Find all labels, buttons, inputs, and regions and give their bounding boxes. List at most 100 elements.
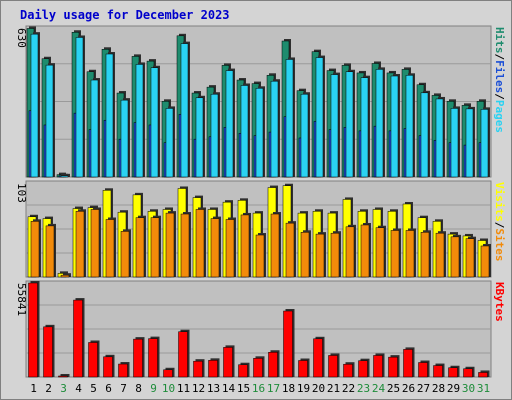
hits-bar-17-face <box>270 80 279 178</box>
hits-bar-29 <box>450 106 460 178</box>
day-label-19: 19 <box>297 382 310 395</box>
day-label-30: 30 <box>462 382 475 395</box>
day-label-15: 15 <box>237 382 250 395</box>
kbytes-bar-7-face <box>118 363 128 378</box>
panel-0-max-label: 630 <box>15 28 28 48</box>
kbytes-bar-26 <box>403 347 415 378</box>
day-label-8: 8 <box>135 382 142 395</box>
kbytes-bar-20 <box>313 336 325 378</box>
hits-bar-14 <box>225 68 235 178</box>
hits-bar-15-face <box>240 85 249 178</box>
day-label-20: 20 <box>312 382 325 395</box>
sites-bar-23-face <box>360 224 370 278</box>
sites-bar-6-face <box>105 219 115 278</box>
hits-bar-18-face <box>285 59 294 178</box>
sites-bar-14-face <box>225 219 235 278</box>
sites-bar-6 <box>105 217 116 278</box>
hits-bar-17 <box>270 79 280 178</box>
sites-bar-21-face <box>330 232 340 278</box>
kbytes-bar-14-face <box>223 347 233 378</box>
hits-bar-21 <box>330 72 340 178</box>
day-label-3: 3 <box>60 382 67 395</box>
day-label-21: 21 <box>327 382 340 395</box>
hits-bar-4-face <box>75 37 84 178</box>
day-label-25: 25 <box>387 382 400 395</box>
day-label-5: 5 <box>90 382 97 395</box>
day-label-18: 18 <box>282 382 295 395</box>
kbytes-bar-5-face <box>88 342 98 378</box>
kbytes-bar-4 <box>73 298 85 378</box>
kbytes-bar-7 <box>118 362 130 378</box>
hits-bar-14-face <box>225 70 234 178</box>
hits-bar-31 <box>480 107 490 178</box>
legend-separator: / <box>493 54 506 61</box>
kbytes-bar-19-face <box>298 360 308 378</box>
hits-bar-20-face <box>315 57 324 178</box>
day-label-12: 12 <box>192 382 205 395</box>
sites-bar-23 <box>360 222 371 278</box>
sites-bar-1-face <box>30 221 40 278</box>
day-label-1: 1 <box>30 382 37 395</box>
day-label-2: 2 <box>45 382 52 395</box>
legend-visits: Visits <box>493 182 506 222</box>
sites-bar-30 <box>465 236 476 278</box>
sites-bar-20-face <box>315 233 325 278</box>
sites-bar-15 <box>240 212 251 278</box>
middle-legend: Visits/Sites <box>493 182 506 262</box>
hits-bar-24-face <box>375 69 384 178</box>
hits-bar-26-face <box>405 75 414 178</box>
sites-bar-9-face <box>150 217 160 278</box>
sites-bar-29-face <box>450 236 460 278</box>
sites-bar-13 <box>210 216 221 278</box>
sites-bar-31 <box>480 243 491 278</box>
sites-bar-2-face <box>45 225 55 278</box>
legend-kbytes: KBytes <box>493 282 506 322</box>
kbytes-bar-16-face <box>253 358 263 378</box>
kbytes-bar-28-face <box>433 365 443 378</box>
sites-bar-26-face <box>405 230 415 278</box>
kbytes-bar-31 <box>478 370 490 378</box>
kbytes-bar-27 <box>418 360 430 378</box>
hits-bar-28 <box>435 96 445 178</box>
hits-bar-16 <box>255 86 265 178</box>
kbytes-bar-11-face <box>178 331 188 378</box>
day-label-11: 11 <box>177 382 190 395</box>
kbytes-bar-23 <box>358 358 370 378</box>
hits-bar-22-face <box>345 71 354 178</box>
sites-bar-19-face <box>300 232 310 278</box>
hits-bar-25 <box>390 74 400 178</box>
kbytes-bar-9 <box>148 336 160 378</box>
day-label-16: 16 <box>252 382 265 395</box>
day-label-6: 6 <box>105 382 112 395</box>
kbytes-bar-22-face <box>343 363 353 378</box>
kbytes-bar-21-face <box>328 355 338 378</box>
kbytes-bar-29 <box>448 365 460 378</box>
kbytes-bar-3-shadow <box>60 373 70 377</box>
sites-bar-13-face <box>210 218 220 278</box>
hits-bar-12 <box>195 95 205 178</box>
sites-bar-11-face <box>180 213 190 278</box>
sites-bar-5 <box>90 207 101 278</box>
hits-bar-23-face <box>360 77 369 178</box>
kbytes-bar-9-face <box>148 338 158 378</box>
hits-bar-20 <box>315 55 325 178</box>
sites-bar-24-face <box>375 227 385 278</box>
kbytes-bar-15 <box>238 362 250 378</box>
kbytes-bar-8 <box>133 337 145 378</box>
kbytes-bar-14 <box>223 345 235 378</box>
kbytes-bar-12-face <box>193 360 203 378</box>
kbytes-bar-17 <box>268 350 280 378</box>
sites-bar-22-face <box>345 226 355 278</box>
sites-bar-17-face <box>270 213 280 278</box>
hits-bar-1 <box>30 32 40 178</box>
hits-bar-16-face <box>255 88 264 178</box>
day-label-10: 10 <box>162 382 175 395</box>
sites-bar-25-face <box>390 230 400 278</box>
hits-bar-4 <box>75 35 85 178</box>
kbytes-bar-13-face <box>208 360 218 378</box>
hits-bar-9-face <box>150 67 159 178</box>
kbytes-bar-20-face <box>313 338 323 378</box>
kbytes-bar-6-face <box>103 356 113 378</box>
sites-bar-10 <box>165 211 176 278</box>
